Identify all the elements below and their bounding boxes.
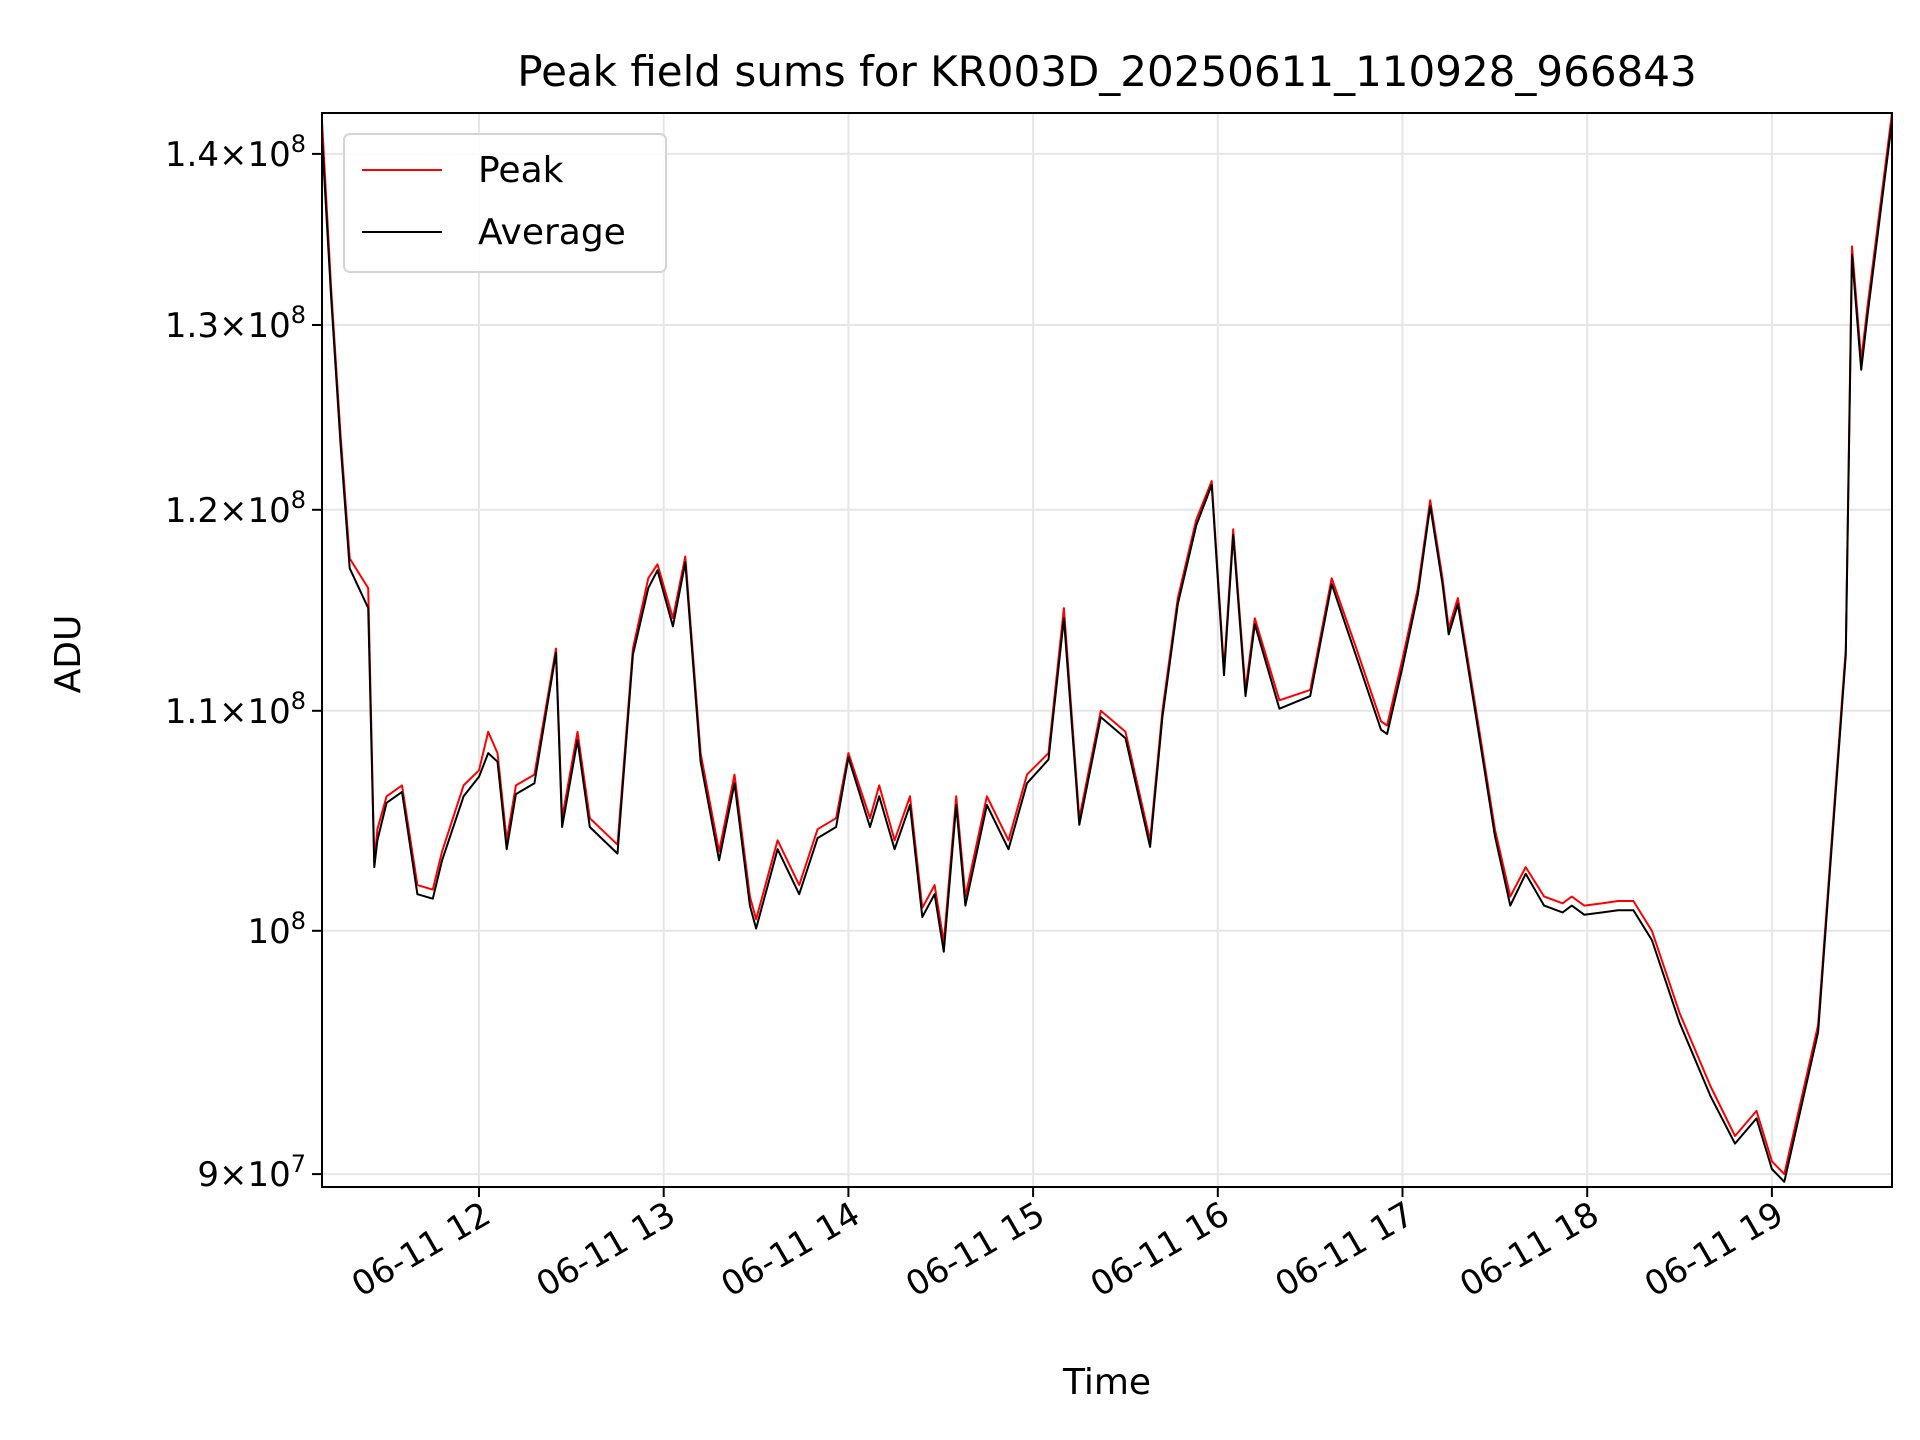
plot-frame — [321, 112, 1893, 1188]
x-tick-label: 06-11 13 — [530, 1194, 682, 1305]
grid — [322, 113, 1892, 1187]
series-line-average — [321, 120, 1893, 1183]
legend-average-label: Average — [478, 212, 626, 253]
legend: Peak Average — [343, 133, 667, 273]
y-tick-label: 1.4×108 — [165, 130, 306, 175]
x-tick-label: 06-11 18 — [1453, 1194, 1605, 1305]
axis-ticks: 9×107 108 1.1×108 1.2×108 1.3×108 1.4×108 06-1… — [165, 130, 1791, 1305]
y-axis-label: ADU — [48, 615, 89, 694]
y-tick-label: 9×107 — [197, 1150, 306, 1195]
series-lines — [321, 112, 1893, 1183]
x-tick-label: 06-11 12 — [345, 1194, 497, 1305]
legend-box — [343, 133, 667, 273]
x-tick-label: 06-11 17 — [1269, 1194, 1421, 1305]
x-tick-label: 06-11 15 — [899, 1194, 1051, 1305]
y-tick-label: 1.3×108 — [165, 301, 306, 346]
y-tick-label: 1.1×108 — [165, 687, 306, 732]
legend-peak-label: Peak — [478, 150, 564, 191]
x-tick-label: 06-11 14 — [715, 1194, 867, 1305]
series-line-peak — [321, 112, 1893, 1176]
y-tick-label: 108 — [247, 907, 306, 952]
y-tick-label: 1.2×108 — [165, 486, 306, 531]
x-axis-label: Time — [1062, 1362, 1151, 1403]
chart-title: Peak field sums for KR003D_20250611_1109… — [517, 47, 1696, 96]
x-tick-label: 06-11 19 — [1638, 1194, 1790, 1305]
x-tick-label: 06-11 16 — [1084, 1194, 1236, 1305]
